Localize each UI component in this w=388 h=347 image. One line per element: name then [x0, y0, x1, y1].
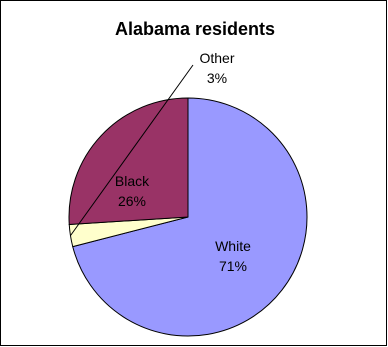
chart-title: Alabama residents: [114, 19, 276, 39]
slice-label-other: Other: [199, 50, 234, 66]
slice-value-white: 71%: [219, 258, 247, 274]
slice-label-black: Black: [115, 173, 150, 189]
leader-line-other: [70, 64, 194, 236]
slice-value-black: 26%: [118, 193, 146, 209]
pie-slice-white: [72, 97, 308, 337]
slice-value-other: 3%: [207, 70, 227, 86]
slice-label-white: White: [215, 238, 251, 254]
